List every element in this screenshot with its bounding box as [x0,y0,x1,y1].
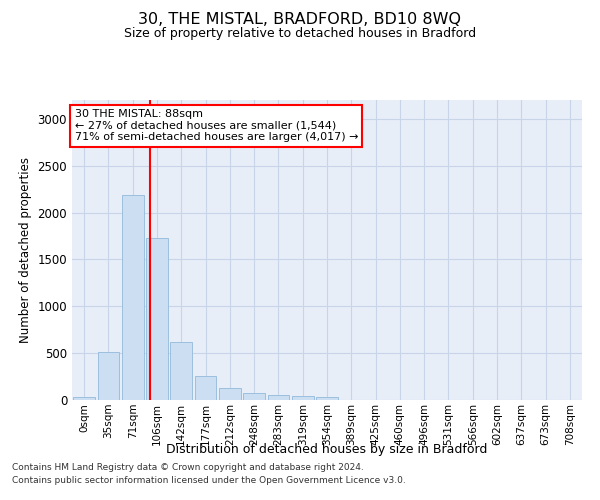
Bar [316,397,338,400]
Bar [122,194,143,400]
Bar [73,397,95,400]
Bar [97,352,119,400]
Bar [170,342,192,400]
Bar [146,238,168,400]
Bar [292,396,314,400]
Bar [219,388,241,400]
Text: Contains HM Land Registry data © Crown copyright and database right 2024.: Contains HM Land Registry data © Crown c… [12,462,364,471]
Text: 30, THE MISTAL, BRADFORD, BD10 8WQ: 30, THE MISTAL, BRADFORD, BD10 8WQ [139,12,461,28]
Bar [194,376,217,400]
Text: Contains public sector information licensed under the Open Government Licence v3: Contains public sector information licen… [12,476,406,485]
Text: Distribution of detached houses by size in Bradford: Distribution of detached houses by size … [166,442,488,456]
Bar [243,392,265,400]
Text: Size of property relative to detached houses in Bradford: Size of property relative to detached ho… [124,28,476,40]
Y-axis label: Number of detached properties: Number of detached properties [19,157,32,343]
Bar [268,395,289,400]
Text: 30 THE MISTAL: 88sqm
← 27% of detached houses are smaller (1,544)
71% of semi-de: 30 THE MISTAL: 88sqm ← 27% of detached h… [74,109,358,142]
